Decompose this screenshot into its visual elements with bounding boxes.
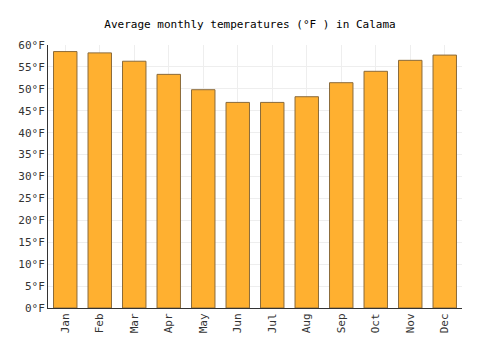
svg-text:Nov: Nov — [404, 313, 417, 333]
svg-text:Jan: Jan — [59, 313, 72, 333]
svg-text:May: May — [197, 313, 210, 333]
svg-text:Oct: Oct — [369, 313, 382, 333]
svg-text:Feb: Feb — [93, 313, 106, 333]
svg-text:Sep: Sep — [335, 313, 348, 333]
svg-text:10°F: 10°F — [18, 258, 45, 271]
svg-text:20°F: 20°F — [18, 214, 45, 227]
svg-text:60°F: 60°F — [18, 39, 45, 52]
svg-text:Mar: Mar — [128, 313, 141, 333]
svg-text:0°F: 0°F — [25, 302, 45, 315]
svg-text:Aug: Aug — [300, 313, 313, 333]
svg-text:15°F: 15°F — [18, 236, 45, 249]
svg-text:35°F: 35°F — [18, 148, 45, 161]
svg-text:Apr: Apr — [162, 313, 175, 333]
svg-text:45°F: 45°F — [18, 105, 45, 118]
svg-text:5°F: 5°F — [25, 280, 45, 293]
svg-text:55°F: 55°F — [18, 61, 45, 74]
svg-text:Dec: Dec — [438, 313, 451, 333]
svg-text:Average monthly temperatures (: Average monthly temperatures (°F ) in Ca… — [104, 18, 395, 31]
svg-text:30°F: 30°F — [18, 170, 45, 183]
svg-text:25°F: 25°F — [18, 192, 45, 205]
svg-text:Jun: Jun — [231, 313, 244, 333]
svg-text:50°F: 50°F — [18, 83, 45, 96]
svg-text:Jul: Jul — [266, 313, 279, 333]
svg-text:40°F: 40°F — [18, 127, 45, 140]
